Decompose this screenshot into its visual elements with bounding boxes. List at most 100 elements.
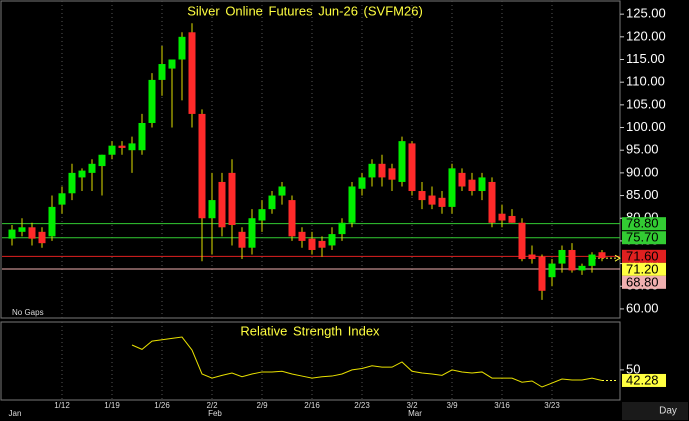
candle-body: [458, 172, 466, 187]
candle-body: [428, 195, 436, 205]
candle-body: [268, 195, 276, 210]
y-tick-label: 95.00: [626, 142, 659, 157]
y-tick-label: 125.00: [626, 6, 666, 21]
chart-title: Silver Online Futures Jun-26 (SVFM26): [187, 3, 423, 18]
y-tick-label: 120.00: [626, 28, 666, 43]
price-tag-label: 75.70: [626, 230, 659, 245]
rsi-y-tick-label: 50: [626, 361, 640, 376]
candle-body: [548, 263, 556, 278]
candle-body: [278, 186, 286, 196]
candle-body: [578, 265, 586, 271]
candle-body: [388, 168, 396, 180]
x-tick-label: 2/16: [304, 401, 320, 410]
candle-body: [98, 154, 106, 167]
price-tag: [622, 217, 666, 231]
candle-body: [518, 222, 526, 260]
candle-body: [318, 240, 326, 248]
y-tick-label: 115.00: [626, 51, 665, 66]
candle-body: [288, 200, 296, 237]
candle-body: [418, 191, 426, 201]
price-tag: [622, 275, 666, 289]
candle-body: [558, 249, 566, 264]
price-tag-label: 78.80: [626, 216, 659, 231]
candle-body: [328, 234, 336, 246]
y-tick-label: 85.00: [626, 187, 659, 202]
y-tick-label: 105.00: [626, 96, 666, 111]
x-tick-label: 2/9: [256, 401, 268, 410]
x-tick-label: 1/12: [54, 401, 70, 410]
x-tick-label: 3/9: [446, 401, 458, 410]
candle-body: [308, 238, 316, 250]
x-tick-label: 3/16: [494, 401, 510, 410]
candle-body: [348, 186, 356, 223]
candle-body: [338, 222, 346, 235]
candle-body: [228, 172, 236, 226]
candle-body: [128, 143, 136, 151]
x-tick-label: 3/2: [406, 401, 418, 410]
candle-body: [238, 231, 246, 248]
axis-corner: [622, 402, 688, 420]
candle-body: [138, 122, 146, 151]
candle-body: [58, 193, 66, 205]
x-month-label: Feb: [208, 409, 222, 418]
price-tag: [622, 249, 666, 263]
price-tag: [622, 262, 666, 276]
candle-body: [148, 79, 156, 123]
rsi-tag-label: 42.28: [626, 372, 659, 387]
x-month-label: Mar: [408, 409, 422, 418]
candle-body: [48, 206, 56, 237]
candle-body: [208, 200, 216, 219]
candle-body: [158, 64, 166, 80]
candle-body: [398, 141, 406, 182]
x-tick-label: 2/23: [354, 401, 370, 410]
candle-body: [68, 172, 76, 194]
candle-body: [108, 145, 116, 155]
candle-body: [168, 59, 176, 69]
candle-body: [478, 177, 486, 192]
candle-body: [298, 231, 306, 241]
candle-body: [598, 252, 606, 259]
candle-body: [198, 113, 206, 219]
x-tick-label: 1/19: [104, 401, 120, 410]
y-tick-label: 60.00: [626, 300, 659, 315]
candle-body: [78, 170, 86, 178]
x-month-label: Jan: [9, 409, 22, 418]
price-tag-label: 71.20: [626, 261, 659, 276]
note: No Gaps: [12, 308, 44, 317]
candle-body: [448, 168, 456, 207]
y-tick-label: 110.00: [626, 74, 665, 89]
candle-body: [38, 231, 46, 244]
last-price-arrow: [614, 254, 621, 262]
candle-body: [568, 249, 576, 271]
candle-body: [378, 163, 386, 178]
candle-body: [528, 254, 536, 260]
candle-body: [188, 32, 196, 114]
candle-body: [538, 256, 546, 291]
candle-body: [368, 163, 376, 178]
candle-body: [248, 218, 256, 248]
price-tag: [622, 231, 666, 245]
candle-body: [508, 215, 516, 223]
rsi-title: Relative Strength Index: [240, 323, 380, 338]
price-panel-frame: [0, 0, 621, 319]
candle-body: [118, 145, 126, 148]
candle-body: [468, 179, 476, 192]
candle-body: [28, 227, 36, 239]
candle-body: [488, 181, 496, 223]
x-tick-label: 3/23: [544, 401, 560, 410]
y-tick-label: 90.00: [626, 164, 659, 179]
x-unit: Day: [659, 406, 677, 417]
rsi-panel-frame: [0, 321, 621, 401]
candle-body: [218, 181, 226, 228]
candle-body: [258, 209, 266, 221]
candle-body: [358, 177, 366, 189]
rsi-line: [131, 336, 603, 388]
y-tick-label: 100.00: [626, 119, 666, 134]
candle-body: [438, 197, 446, 207]
candle-body: [498, 213, 506, 221]
candle-body: [18, 227, 26, 232]
price-tag-label: 71.60: [626, 248, 659, 263]
